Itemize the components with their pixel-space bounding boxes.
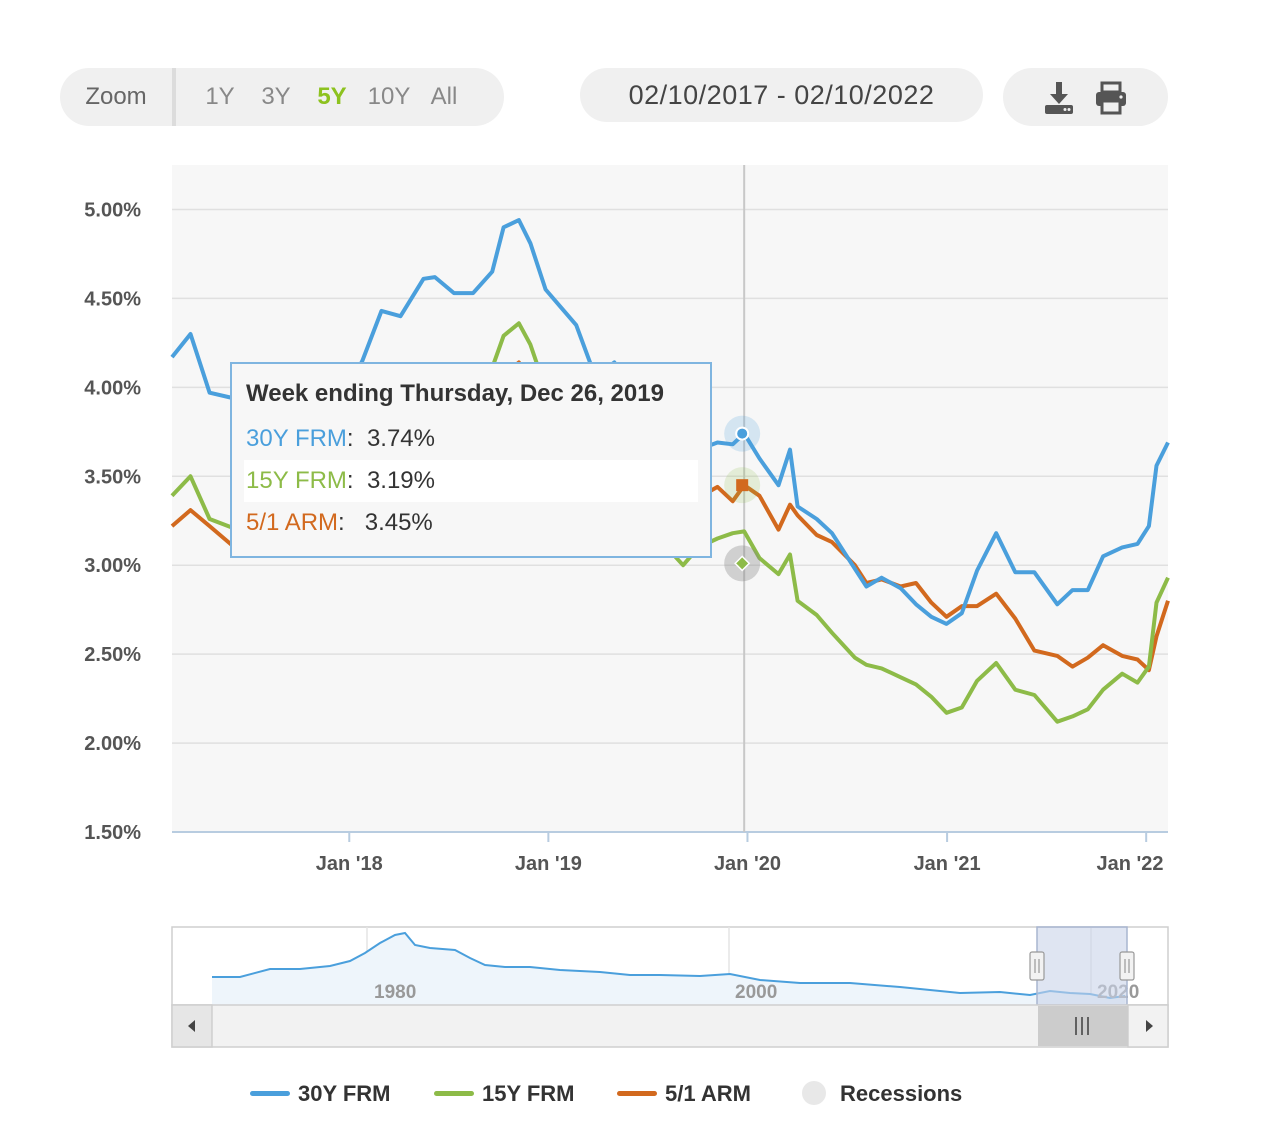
scrollbar-thumb[interactable] — [1038, 1006, 1128, 1046]
hover-markers — [724, 415, 761, 582]
zoom-10y-button[interactable]: 10Y — [367, 83, 411, 110]
arrow-right-icon — [1146, 1020, 1153, 1032]
x-tick-label: Jan '22 — [1096, 853, 1163, 875]
zoom-bar: Zoom 1Y 3Y 5Y 10Y All — [60, 68, 504, 126]
chart-legend: 30Y FRM 15Y FRM 5/1 ARM Recessions — [0, 1074, 1278, 1114]
legend-item-30y[interactable]: 30Y FRM — [250, 1074, 391, 1114]
scrollbar-track[interactable] — [171, 1004, 1169, 1048]
y-tick-label: 2.50% — [84, 644, 141, 666]
legend-label: 15Y FRM — [482, 1081, 575, 1106]
x-tick-label: Jan '20 — [714, 853, 781, 875]
x-axis-labels: Jan '18 Jan '19 Jan '20 Jan '21 Jan '22 — [316, 832, 1164, 875]
legend-swatch — [250, 1091, 290, 1097]
legend-swatch — [617, 1091, 657, 1097]
y-tick-label: 5.00% — [84, 199, 141, 221]
navigator-label-2000: 2000 — [735, 982, 777, 1003]
navigator-selection[interactable] — [1036, 926, 1128, 1006]
zoom-5y-button[interactable]: 5Y — [317, 83, 347, 110]
navigator-right-handle[interactable] — [1119, 951, 1135, 981]
legend-label: 30Y FRM — [298, 1081, 391, 1106]
marker-arm — [736, 479, 749, 492]
legend-item-arm[interactable]: 5/1 ARM — [617, 1074, 751, 1114]
marker-15y — [734, 555, 751, 572]
legend-swatch — [434, 1091, 474, 1097]
zoom-all-button[interactable]: All — [430, 83, 458, 110]
zoom-1y-button[interactable]: 1Y — [205, 83, 235, 110]
y-tick-label: 4.50% — [84, 288, 141, 310]
print-icon[interactable] — [1091, 78, 1131, 118]
x-tick-label: Jan '21 — [914, 853, 981, 875]
tooltip-title: Week ending Thursday, Dec 26, 2019 — [246, 380, 664, 407]
navigator-label-1980: 1980 — [374, 982, 416, 1003]
tooltip-row-30y: 30Y FRM: 3.74% — [244, 418, 698, 460]
y-tick-label: 2.00% — [84, 733, 141, 755]
y-tick-label: 4.00% — [84, 377, 141, 399]
navigator-line — [212, 931, 1126, 1000]
legend-label: 5/1 ARM — [665, 1081, 751, 1106]
x-tick-label: Jan '18 — [316, 853, 383, 875]
tooltip-row-arm: 5/1 ARM: 3.45% — [244, 502, 698, 544]
export-tools — [1003, 68, 1168, 126]
legend-item-15y[interactable]: 15Y FRM — [434, 1074, 575, 1114]
tooltip-series-name: 5/1 ARM — [246, 509, 339, 536]
zoom-3y-button[interactable]: 3Y — [261, 83, 291, 110]
legend-swatch — [802, 1081, 826, 1106]
y-tick-label: 1.50% — [84, 822, 141, 844]
y-axis-labels: 1.50% 2.00% 2.50% 3.00% 3.50% 4.00% 4.50% 5.00% — [84, 199, 141, 844]
date-range-input[interactable]: 02/10/2017 - 02/10/2022 — [580, 68, 983, 122]
tooltip-series-name: 30Y FRM — [246, 425, 347, 452]
tooltip-series-name: 15Y FRM — [246, 467, 347, 494]
tooltip-series-value: 3.45% — [364, 509, 433, 536]
legend-item-recessions[interactable]: Recessions — [802, 1074, 962, 1114]
x-tick-label: Jan '19 — [515, 853, 582, 875]
y-tick-label: 3.00% — [84, 555, 141, 577]
legend-label: Recessions — [840, 1081, 963, 1106]
navigator-left-handle[interactable] — [1029, 951, 1045, 981]
zoom-label: Zoom — [60, 68, 176, 126]
tooltip-series-value: 3.74% — [366, 425, 435, 452]
scrollbar-right-button[interactable] — [1127, 1004, 1169, 1048]
navigator[interactable]: 1980 2000 2020 — [171, 926, 1169, 1006]
download-icon[interactable] — [1039, 78, 1079, 118]
tooltip-row-15y: 15Y FRM: 3.19% — [244, 460, 698, 502]
arrow-left-icon — [188, 1020, 195, 1032]
y-tick-label: 3.50% — [84, 466, 141, 488]
scrollbar[interactable] — [171, 1004, 1169, 1048]
marker-30y — [735, 426, 750, 441]
hover-tooltip: Week ending Thursday, Dec 26, 2019 30Y F… — [230, 362, 712, 558]
tooltip-series-value: 3.19% — [366, 467, 435, 494]
